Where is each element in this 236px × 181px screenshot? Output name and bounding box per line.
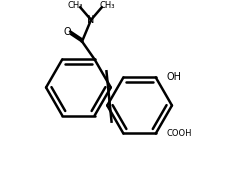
Text: COOH: COOH (167, 129, 192, 138)
Text: CH₃: CH₃ (67, 1, 83, 10)
Text: N: N (87, 15, 95, 25)
Text: OH: OH (167, 72, 181, 82)
Text: O: O (64, 28, 72, 37)
Text: CH₃: CH₃ (99, 1, 115, 10)
